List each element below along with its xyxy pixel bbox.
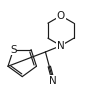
Text: N: N bbox=[49, 76, 57, 86]
Text: O: O bbox=[57, 11, 65, 21]
Text: N: N bbox=[57, 41, 65, 51]
Text: S: S bbox=[10, 44, 17, 54]
